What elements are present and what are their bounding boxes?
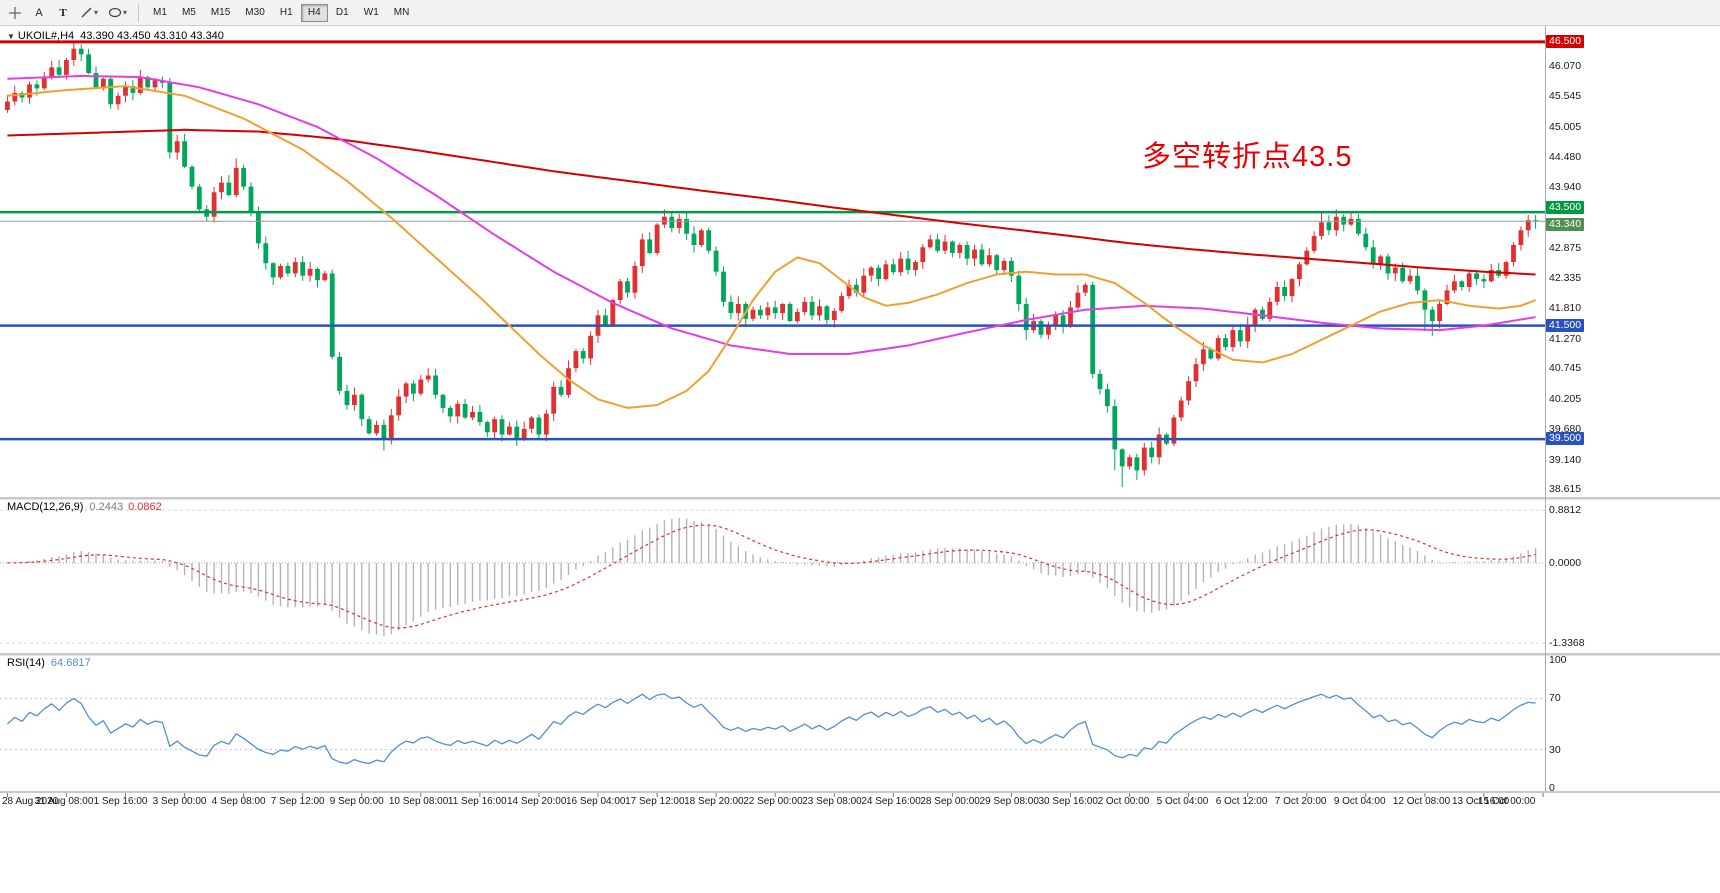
macd-signal-value: 0.0862: [128, 501, 162, 513]
chevron-down-icon: ▾: [123, 7, 128, 17]
text-label-button[interactable]: T: [52, 3, 74, 23]
macd-main-value: 0.2443: [89, 501, 124, 513]
collapse-icon[interactable]: ▼: [7, 32, 15, 41]
timeframe-button-d1[interactable]: D1: [329, 4, 356, 22]
toolbar-separator: [138, 3, 140, 22]
toolbar: A T ▾ ▾ M1 M5 M15 M30 H1 H4 D1 W1 MN: [0, 0, 1720, 26]
macd-label: MACD(12,26,9) 0.2443 0.0862: [7, 501, 162, 513]
draw-shape-tool-button[interactable]: ▾: [104, 3, 131, 23]
rsi-title: RSI(14): [7, 657, 45, 669]
crosshair-icon[interactable]: [4, 3, 26, 23]
chevron-down-icon: ▾: [94, 7, 99, 17]
trendline-icon: [81, 7, 92, 18]
chart-annotation-text[interactable]: 多空转折点43.5: [1142, 141, 1353, 173]
timeframe-group: M1 M5 M15 M30 H1 H4 D1 W1 MN: [146, 3, 417, 22]
rsi-value: 64.6817: [50, 657, 91, 669]
rsi-label: RSI(14) 64.6817: [7, 657, 91, 669]
timeframe-button-h4[interactable]: H4: [300, 3, 328, 22]
timeframe-button-m30[interactable]: M30: [238, 4, 271, 22]
timeframe-button-m15[interactable]: M15: [204, 4, 237, 22]
timeframe-button-m5[interactable]: M5: [175, 4, 203, 22]
symbol-header: ▼ UKOIL#,H4 43.390 43.450 43.310 43.340: [7, 30, 224, 42]
timeframe-button-w1[interactable]: W1: [357, 4, 386, 22]
symbol-label: UKOIL#,H4: [17, 30, 75, 42]
timeframe-button-m1[interactable]: M1: [146, 4, 174, 22]
timeframe-button-h1[interactable]: H1: [273, 4, 300, 22]
ellipse-icon: [108, 7, 122, 18]
crosshair-icon-glyph: [9, 6, 21, 19]
time-axis[interactable]: [0, 793, 1545, 815]
text-annotation-button[interactable]: A: [28, 3, 50, 23]
ohlc-values: 43.390 43.450 43.310 43.340: [80, 30, 224, 42]
macd-title: MACD(12,26,9): [7, 501, 84, 513]
price-axis[interactable]: [1546, 26, 1606, 791]
timeframe-button-mn[interactable]: MN: [387, 4, 417, 22]
draw-line-tool-button[interactable]: ▾: [76, 3, 102, 23]
